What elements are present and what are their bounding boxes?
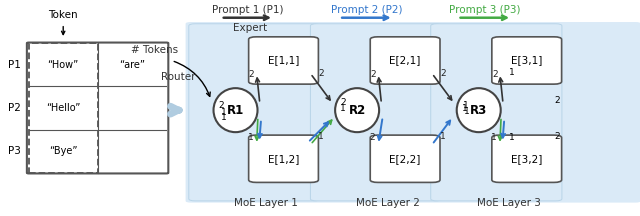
FancyBboxPatch shape xyxy=(492,37,562,84)
Text: Prompt 2 (P2): Prompt 2 (P2) xyxy=(331,5,402,15)
Text: Expert: Expert xyxy=(232,23,267,33)
FancyBboxPatch shape xyxy=(370,135,440,182)
Text: 2: 2 xyxy=(371,70,376,79)
Text: Router: Router xyxy=(161,72,195,82)
FancyBboxPatch shape xyxy=(249,37,319,84)
Text: E[2,2]: E[2,2] xyxy=(389,154,421,164)
Text: 2: 2 xyxy=(492,70,497,79)
Ellipse shape xyxy=(214,88,257,132)
Text: P1: P1 xyxy=(8,60,21,70)
Ellipse shape xyxy=(457,88,500,132)
FancyBboxPatch shape xyxy=(27,43,168,173)
FancyBboxPatch shape xyxy=(186,22,640,203)
Text: E[1,1]: E[1,1] xyxy=(268,56,300,65)
Text: Token: Token xyxy=(49,10,78,20)
Text: R1: R1 xyxy=(227,104,244,117)
Text: Prompt 3 (P3): Prompt 3 (P3) xyxy=(449,5,520,15)
Text: “How”: “How” xyxy=(47,60,79,70)
Text: R3: R3 xyxy=(470,104,487,117)
Text: E[3,2]: E[3,2] xyxy=(511,154,543,164)
Text: 1: 1 xyxy=(509,68,515,77)
Text: P3: P3 xyxy=(8,146,21,156)
Text: P2: P2 xyxy=(8,103,21,113)
Text: 1: 1 xyxy=(509,133,515,142)
Text: 1: 1 xyxy=(462,104,467,113)
Text: MoE Layer 1: MoE Layer 1 xyxy=(234,198,298,208)
Text: 1: 1 xyxy=(221,108,226,117)
FancyBboxPatch shape xyxy=(370,37,440,84)
Text: 2: 2 xyxy=(319,69,324,78)
Text: E[2,1]: E[2,1] xyxy=(389,56,421,65)
Text: MoE Layer 2: MoE Layer 2 xyxy=(356,198,419,208)
FancyBboxPatch shape xyxy=(431,24,562,201)
FancyBboxPatch shape xyxy=(249,135,319,182)
Text: 1: 1 xyxy=(440,132,445,141)
Text: 2: 2 xyxy=(370,133,375,142)
Text: 2: 2 xyxy=(249,70,254,79)
Text: “Bye”: “Bye” xyxy=(49,146,77,156)
Text: 1: 1 xyxy=(463,101,468,110)
Text: # Tokens: # Tokens xyxy=(131,45,179,55)
Text: E[3,1]: E[3,1] xyxy=(511,56,543,65)
FancyBboxPatch shape xyxy=(310,24,442,201)
Text: E[1,2]: E[1,2] xyxy=(268,154,300,164)
Text: 2: 2 xyxy=(340,98,346,107)
Text: 1: 1 xyxy=(319,132,324,141)
Text: 1: 1 xyxy=(248,133,253,142)
FancyBboxPatch shape xyxy=(189,24,320,201)
Ellipse shape xyxy=(335,88,379,132)
Text: 2: 2 xyxy=(554,96,559,105)
Text: 2: 2 xyxy=(554,132,559,141)
Text: Prompt 1 (P1): Prompt 1 (P1) xyxy=(212,5,283,15)
Text: R2: R2 xyxy=(349,104,365,117)
Text: 1: 1 xyxy=(340,104,346,113)
Text: 2: 2 xyxy=(440,69,445,78)
Text: “Hello”: “Hello” xyxy=(46,103,81,113)
Text: 1: 1 xyxy=(492,133,497,142)
Text: 2: 2 xyxy=(218,101,223,110)
Text: “are”: “are” xyxy=(119,60,145,70)
Text: 1: 1 xyxy=(221,113,226,122)
FancyBboxPatch shape xyxy=(492,135,562,182)
Text: MoE Layer 3: MoE Layer 3 xyxy=(477,198,541,208)
Text: 1: 1 xyxy=(464,107,469,116)
